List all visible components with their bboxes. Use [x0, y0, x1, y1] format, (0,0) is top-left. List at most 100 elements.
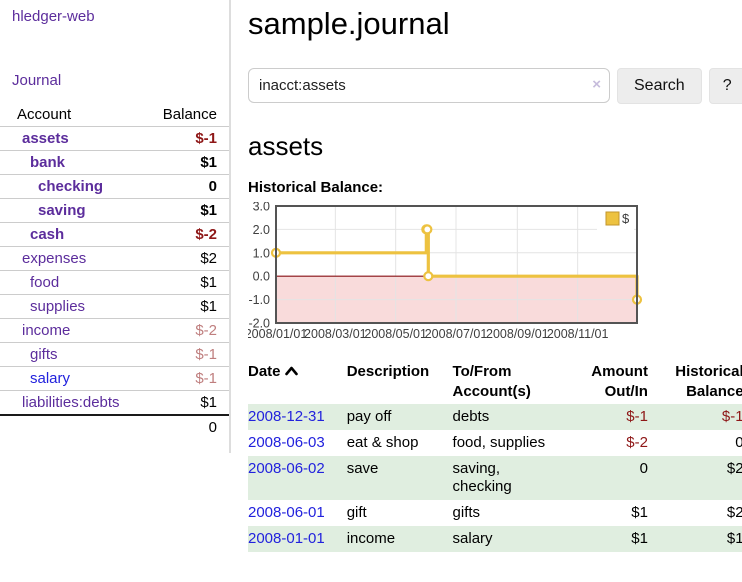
account-balance: $1	[147, 198, 229, 223]
transaction-date-link[interactable]: 2008-06-03	[248, 434, 325, 451]
app-title-link[interactable]: hledger-web	[12, 8, 95, 25]
transaction-date-link[interactable]: 2008-01-01	[248, 530, 325, 547]
transaction-balance: $1	[726, 530, 742, 547]
sort-asc-icon	[284, 362, 298, 382]
account-row: expenses $2	[0, 246, 229, 271]
accounts-total-value: 0	[147, 414, 229, 439]
account-balance: $1	[147, 294, 229, 319]
register-header-amount: Amount Out/In	[591, 363, 648, 400]
register-row: 2008-06-01 gift gifts $1 $2	[248, 500, 742, 526]
search-button[interactable]: Search	[617, 68, 702, 104]
main-content: sample.journal × Search ? assets Histori…	[231, 0, 742, 552]
transaction-accounts: saving, checking	[452, 460, 512, 495]
account-heading: assets	[248, 131, 324, 161]
register-row: 2008-06-02 save saving, checking 0 $2	[248, 456, 742, 500]
transaction-amount: $-2	[626, 434, 648, 451]
transaction-balance: $-1	[721, 408, 742, 425]
svg-text:-2.0: -2.0	[248, 317, 270, 331]
svg-text:3.0: 3.0	[253, 202, 270, 214]
svg-text:-1.0: -1.0	[248, 293, 270, 307]
svg-text:2008/01/01: 2008/01/01	[248, 327, 307, 341]
sidebar-item-journal[interactable]: Journal	[12, 72, 62, 89]
account-balance: $-1	[147, 126, 229, 151]
transaction-description: save	[346, 460, 379, 477]
chart-label: Historical Balance:	[248, 179, 384, 196]
register-table-body: 2008-12-31 pay off debts $-1 $-1 2008-06-03 ea…	[248, 404, 742, 552]
register-row: 2008-06-03 eat & shop food, supplies $-2 0	[248, 430, 742, 456]
account-link[interactable]: food	[30, 274, 60, 291]
svg-text:2.0: 2.0	[253, 223, 270, 237]
account-link[interactable]: assets	[22, 130, 69, 147]
account-row: gifts $-1	[0, 342, 229, 367]
account-balance: $2	[147, 246, 229, 271]
transaction-amount: 0	[639, 460, 648, 477]
account-link[interactable]: checking	[38, 178, 104, 195]
transaction-balance: $2	[726, 504, 742, 521]
svg-text:2008/11/01: 2008/11/01	[547, 327, 609, 341]
account-balance: $1	[147, 390, 229, 415]
accounts-total-row: 0	[0, 414, 229, 439]
accounts-table: Account Balance assets $-1 bank $1 checking 0…	[0, 103, 229, 439]
page-title: sample.journal	[248, 6, 450, 41]
search-row: × Search ?	[248, 68, 742, 104]
account-row: bank $1	[0, 150, 229, 175]
help-button[interactable]: ?	[708, 68, 742, 104]
account-row: food $1	[0, 270, 229, 295]
account-balance: 0	[147, 174, 229, 199]
account-link[interactable]: expenses	[22, 250, 87, 267]
account-row: saving $1	[0, 198, 229, 223]
transaction-accounts: gifts	[452, 504, 481, 521]
transaction-amount: $1	[631, 530, 648, 547]
account-balance: $1	[147, 150, 229, 175]
account-balance: $1	[147, 270, 229, 295]
transaction-date-link[interactable]: 2008-06-02	[248, 460, 325, 477]
account-link[interactable]: income	[22, 322, 71, 339]
svg-text:1.0: 1.0	[253, 246, 270, 260]
balance-chart: $3.0 2.0 1.0 0.0 -1.0 -2.0 2008/01/01 2008/03/0…	[248, 202, 742, 344]
account-balance: $-2	[147, 318, 229, 343]
account-balance: $-1	[147, 342, 229, 367]
accounts-header-account: Account	[17, 106, 72, 123]
search-box: ×	[248, 68, 610, 104]
svg-text:0.0: 0.0	[253, 270, 270, 284]
account-link[interactable]: bank	[30, 154, 66, 171]
register-table: Date Description To/From Account(s) Amou…	[248, 360, 742, 552]
svg-text:2008/07/01: 2008/07/01	[425, 327, 488, 341]
transaction-date-link[interactable]: 2008-12-31	[248, 408, 325, 425]
transaction-description: eat & shop	[346, 434, 419, 451]
transaction-amount: $1	[631, 504, 648, 521]
account-link[interactable]: cash	[30, 226, 65, 243]
accounts-total-spacer	[0, 414, 148, 439]
account-row: cash $-2	[0, 222, 229, 247]
account-link[interactable]: saving	[38, 202, 86, 219]
balance-chart-svg: $3.0 2.0 1.0 0.0 -1.0 -2.02008/01/012008/03/0…	[248, 202, 643, 341]
svg-text:$: $	[622, 211, 630, 226]
transaction-description: gift	[346, 504, 367, 521]
account-balance: $-2	[147, 222, 229, 247]
accounts-header-balance: Balance	[162, 106, 217, 123]
account-link[interactable]: supplies	[30, 298, 86, 315]
transaction-accounts: debts	[452, 408, 490, 425]
svg-text:2008/09/01: 2008/09/01	[486, 327, 549, 341]
register-row: 2008-12-31 pay off debts $-1 $-1	[248, 404, 742, 430]
register-header-description: Description	[346, 363, 430, 380]
transaction-date-link[interactable]: 2008-06-01	[248, 504, 325, 521]
register-header-accounts: To/From Account(s)	[452, 363, 531, 400]
accounts-table-body: assets $-1 bank $1 checking 0 saving $1 cash $-2 e…	[0, 126, 229, 415]
transaction-amount: $-1	[626, 408, 648, 425]
register-header-row: Date Description To/From Account(s) Amou…	[248, 360, 742, 404]
account-link[interactable]: salary	[30, 370, 71, 387]
account-link[interactable]: gifts	[30, 346, 58, 363]
clear-search-icon[interactable]: ×	[592, 76, 601, 93]
svg-text:2008/03/01: 2008/03/01	[304, 327, 367, 341]
sidebar: hledger-web Journal Account Balance asse…	[0, 0, 231, 453]
transaction-accounts: food, supplies	[452, 434, 546, 451]
account-row: checking 0	[0, 174, 229, 199]
account-link[interactable]: liabilities:debts	[22, 394, 120, 411]
account-row: liabilities:debts $1	[0, 390, 229, 415]
account-row: income $-2	[0, 318, 229, 343]
search-input[interactable]	[248, 68, 610, 103]
account-balance: $-1	[147, 366, 229, 391]
register-header-date[interactable]: Date	[248, 360, 347, 404]
account-row: supplies $1	[0, 294, 229, 319]
